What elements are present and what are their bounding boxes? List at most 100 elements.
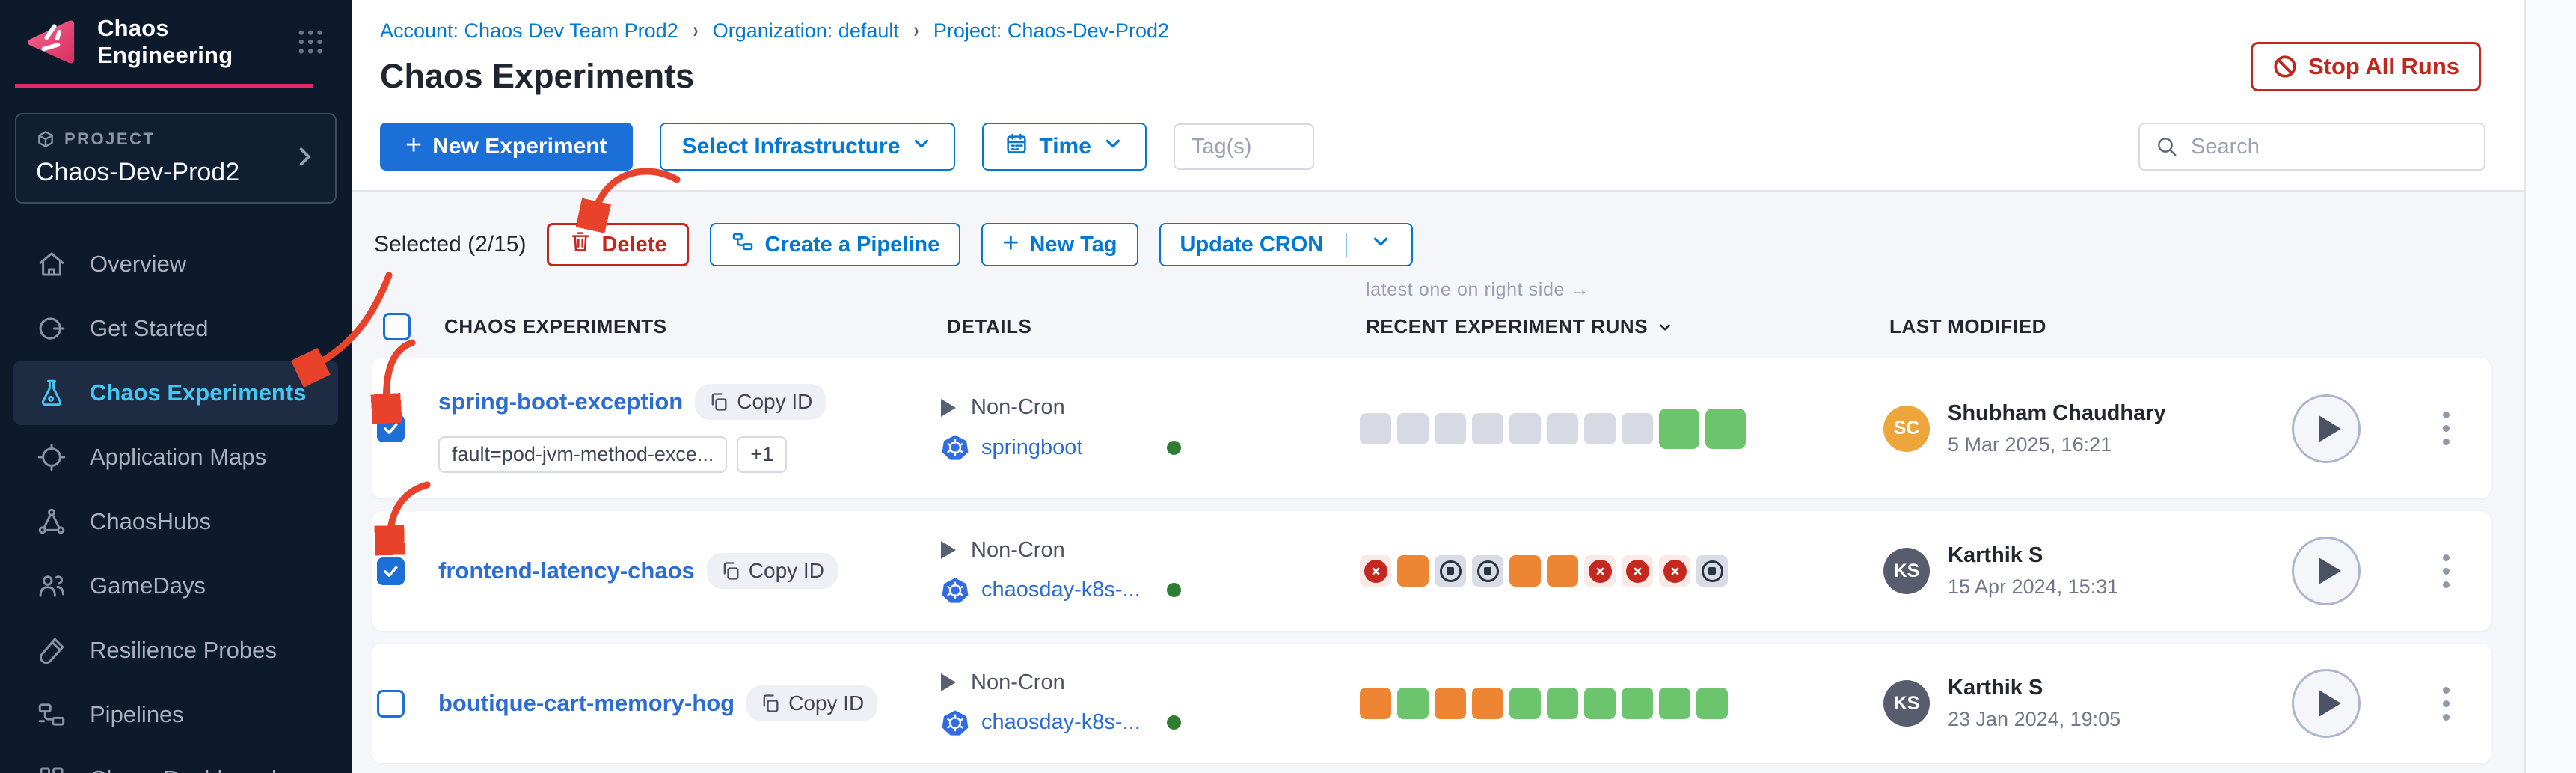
select-infrastructure-dropdown[interactable]: Select Infrastructure: [659, 123, 956, 171]
update-cron-dropdown[interactable]: Update CRON: [1159, 223, 1414, 266]
sidebar-item-gamedays[interactable]: GameDays: [0, 554, 352, 618]
run-status-green[interactable]: [1397, 688, 1429, 719]
run-status-gray[interactable]: [1397, 412, 1429, 444]
chevron-sep-icon: ›: [913, 18, 919, 43]
new-tag-button[interactable]: + New Tag: [981, 223, 1138, 266]
sidebar-item-chaoshubs[interactable]: ChaosHubs: [0, 489, 352, 554]
sidebar-item-pipelines[interactable]: Pipelines: [0, 682, 352, 747]
recent-runs: [1360, 555, 1883, 587]
row-menu-button[interactable]: [2435, 547, 2457, 596]
run-status-green[interactable]: [1584, 688, 1616, 719]
run-status-gray[interactable]: [1435, 412, 1466, 444]
tag-list: fault=pod-jvm-method-exce... +1: [438, 436, 941, 473]
stop-all-runs-button[interactable]: Stop All Runs: [2250, 42, 2481, 91]
row-checkbox[interactable]: [377, 689, 405, 718]
col-header-details: DETAILS: [947, 315, 1032, 337]
sidebar-item-chaos-experiments[interactable]: Chaos Experiments: [13, 361, 338, 425]
run-status-green[interactable]: [1659, 408, 1699, 449]
run-status-orange[interactable]: [1472, 688, 1503, 719]
recent-runs: [1360, 688, 1883, 719]
play-icon: [2319, 557, 2341, 584]
row-menu-button[interactable]: [2435, 679, 2457, 728]
run-status-orange[interactable]: [1397, 555, 1429, 587]
run-status-stopped[interactable]: [1696, 555, 1728, 587]
toolbar: + New Experiment Select Infrastructure T…: [380, 123, 2485, 171]
run-status-gray[interactable]: [1547, 412, 1578, 444]
brand-accent-rule: [15, 84, 313, 88]
run-status-green[interactable]: [1659, 688, 1690, 719]
home-icon: [39, 252, 64, 276]
run-status-orange[interactable]: [1547, 555, 1578, 587]
sidebar: Chaos Engineering PROJECT Chaos-Dev-Prod…: [0, 0, 352, 773]
run-status-green[interactable]: [1705, 408, 1746, 449]
run-status-failed[interactable]: [1360, 555, 1391, 587]
copy-id-chip[interactable]: Copy ID: [746, 685, 878, 721]
module-grid-icon[interactable]: [295, 25, 326, 59]
run-status-stopped[interactable]: [1472, 555, 1503, 587]
test-tube-icon: [40, 638, 64, 664]
experiment-name-link[interactable]: boutique-cart-memory-hog: [438, 690, 735, 716]
row-checkbox[interactable]: [377, 415, 405, 442]
cron-type[interactable]: Non-Cron: [941, 538, 1360, 563]
run-experiment-button[interactable]: [2292, 537, 2361, 605]
run-status-gray[interactable]: [1584, 412, 1616, 444]
experiment-name-link[interactable]: frontend-latency-chaos: [438, 557, 695, 584]
run-experiment-button[interactable]: [2292, 394, 2361, 463]
infrastructure-link[interactable]: chaosday-k8s-...: [981, 578, 1141, 602]
expand-triangle-icon: [941, 673, 956, 691]
get-started-icon: [39, 317, 65, 340]
run-experiment-button[interactable]: [2292, 669, 2361, 738]
tags-filter-input[interactable]: [1173, 123, 1314, 170]
chevron-down-icon: [1370, 230, 1392, 259]
brand-header: Chaos Engineering: [0, 0, 352, 84]
run-status-failed[interactable]: [1659, 555, 1690, 587]
row-checkbox[interactable]: [377, 557, 405, 585]
run-status-green[interactable]: [1509, 688, 1541, 719]
run-status-gray[interactable]: [1360, 412, 1391, 444]
breadcrumb-project[interactable]: Project: Chaos-Dev-Prod2: [933, 19, 1170, 42]
run-status-orange[interactable]: [1435, 688, 1466, 719]
run-status-green[interactable]: [1696, 688, 1728, 719]
infrastructure-link[interactable]: springboot: [981, 435, 1083, 459]
infrastructure-link[interactable]: chaosday-k8s-...: [981, 710, 1141, 734]
delete-button[interactable]: Delete: [547, 223, 689, 266]
sidebar-item-resilience-probes[interactable]: Resilience Probes: [0, 618, 352, 682]
sidebar-item-chaos-dashboards[interactable]: Chaos Dashboards: [0, 747, 352, 773]
divider: [1346, 233, 1348, 257]
copy-id-chip[interactable]: Copy ID: [695, 384, 827, 420]
new-experiment-button[interactable]: + New Experiment: [380, 123, 633, 171]
select-all-checkbox[interactable]: [383, 313, 411, 340]
row-menu-button[interactable]: [2435, 404, 2457, 453]
right-scroll-rail[interactable]: [2524, 0, 2576, 773]
cron-type[interactable]: Non-Cron: [941, 395, 1360, 420]
copy-id-chip[interactable]: Copy ID: [706, 553, 838, 589]
sidebar-item-application-maps[interactable]: Application Maps: [0, 425, 352, 489]
run-status-gray[interactable]: [1472, 412, 1503, 444]
run-status-green[interactable]: [1547, 688, 1578, 719]
runs-sort[interactable]: RECENT EXPERIMENT RUNS: [1366, 315, 1889, 338]
content-area: Selected (2/15) Delete Create a Pipeline…: [352, 192, 2524, 773]
run-status-gray[interactable]: [1622, 412, 1653, 444]
infra-status-dot: [1167, 583, 1181, 597]
run-status-orange[interactable]: [1509, 555, 1541, 587]
create-pipeline-button[interactable]: Create a Pipeline: [709, 223, 961, 266]
search-input[interactable]: [2191, 134, 2469, 159]
time-filter-dropdown[interactable]: Time: [982, 123, 1147, 171]
project-selector[interactable]: PROJECT Chaos-Dev-Prod2: [15, 113, 337, 204]
experiment-name-link[interactable]: spring-boot-exception: [438, 388, 684, 415]
breadcrumb-account[interactable]: Account: Chaos Dev Team Prod2: [380, 19, 678, 42]
run-status-green[interactable]: [1622, 688, 1653, 719]
copy-icon: [723, 562, 739, 580]
run-status-stopped[interactable]: [1435, 555, 1466, 587]
cron-type[interactable]: Non-Cron: [941, 670, 1360, 695]
sidebar-item-get-started[interactable]: Get Started: [0, 296, 352, 361]
prohibition-icon: [2274, 55, 2296, 78]
run-status-failed[interactable]: [1584, 555, 1616, 587]
run-status-orange[interactable]: [1360, 688, 1391, 719]
kubernetes-icon: [942, 709, 969, 736]
breadcrumb-org[interactable]: Organization: default: [712, 19, 899, 42]
run-status-gray[interactable]: [1509, 412, 1541, 444]
selected-count: Selected (2/15): [374, 232, 527, 257]
sidebar-item-overview[interactable]: Overview: [0, 232, 352, 296]
run-status-failed[interactable]: [1622, 555, 1653, 587]
